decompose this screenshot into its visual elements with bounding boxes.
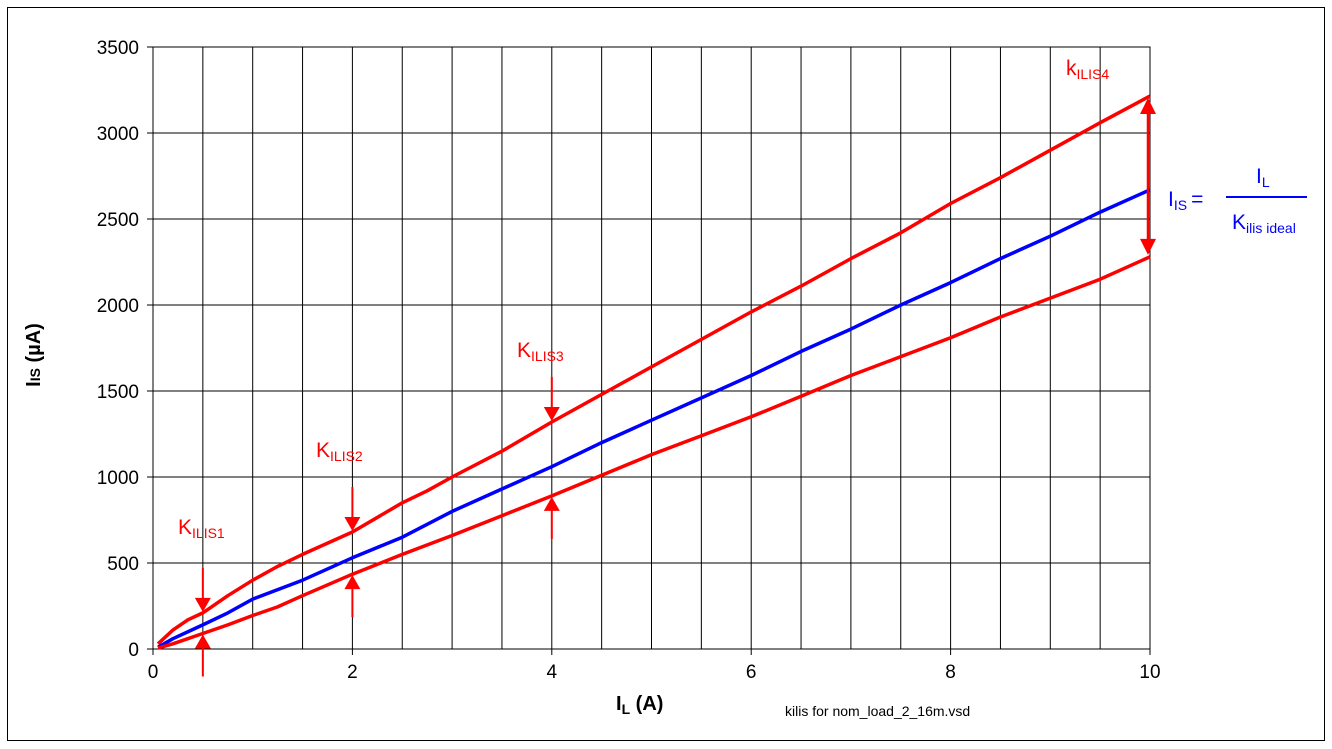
x-tick-label: 10 xyxy=(1139,662,1160,683)
y-tick-label: 2000 xyxy=(97,296,139,317)
series-lines xyxy=(156,94,1151,650)
range-arrow-head-up xyxy=(1140,98,1156,115)
chart-frame xyxy=(7,7,1325,741)
label-kilis4: kILIS4 xyxy=(1066,57,1109,82)
y-tick-label: 0 xyxy=(128,640,139,661)
y-tick-label: 1000 xyxy=(97,468,139,489)
y-tick-label: 1500 xyxy=(97,382,139,403)
x-tick-label: 2 xyxy=(347,662,358,683)
arrow-head-down xyxy=(543,406,560,421)
x-axis-title: IL (A) xyxy=(616,693,663,717)
lower-limit-line xyxy=(157,255,1151,650)
y-tick-label: 3500 xyxy=(97,38,139,59)
tolerance-arrows xyxy=(194,98,1156,677)
source-file-label: kilis for nom_load_2_16m.vsd xyxy=(785,703,970,719)
range-arrow-head-down xyxy=(1140,238,1156,255)
arrow-head-up xyxy=(194,634,211,649)
x-tick-label: 8 xyxy=(945,662,956,683)
label-kilis3: KILIS3 xyxy=(517,339,564,364)
label-kilis1: KILIS1 xyxy=(178,516,225,541)
y-tick-label: 3000 xyxy=(97,124,139,145)
arrow-head-up xyxy=(344,575,361,590)
arrow-head-down xyxy=(344,517,361,532)
y-tick-label: 2500 xyxy=(97,210,139,231)
x-tick-label: 6 xyxy=(746,662,757,683)
formula-lhs: IIS = xyxy=(1168,188,1203,213)
y-axis-title: IIS (µA) xyxy=(23,323,45,387)
arrow-head-up xyxy=(543,496,560,511)
upper-limit-line xyxy=(156,94,1151,646)
tick-labels: 0 500 1000 1500 2000 2500 3000 3500 0 2 4 6 8 10 xyxy=(97,38,1161,683)
x-tick-label: 0 xyxy=(148,662,159,683)
x-tick-label: 4 xyxy=(547,662,558,683)
ideal-formula: IIS = IL Kilis ideal xyxy=(1168,165,1307,236)
arrow-head-down xyxy=(194,597,211,612)
formula-denominator: Kilis ideal xyxy=(1232,211,1296,236)
grid xyxy=(147,46,1151,655)
ideal-line xyxy=(157,188,1151,649)
formula-numerator: IL xyxy=(1256,165,1270,190)
y-tick-label: 500 xyxy=(107,554,139,575)
label-kilis2: KILIS2 xyxy=(316,439,363,464)
